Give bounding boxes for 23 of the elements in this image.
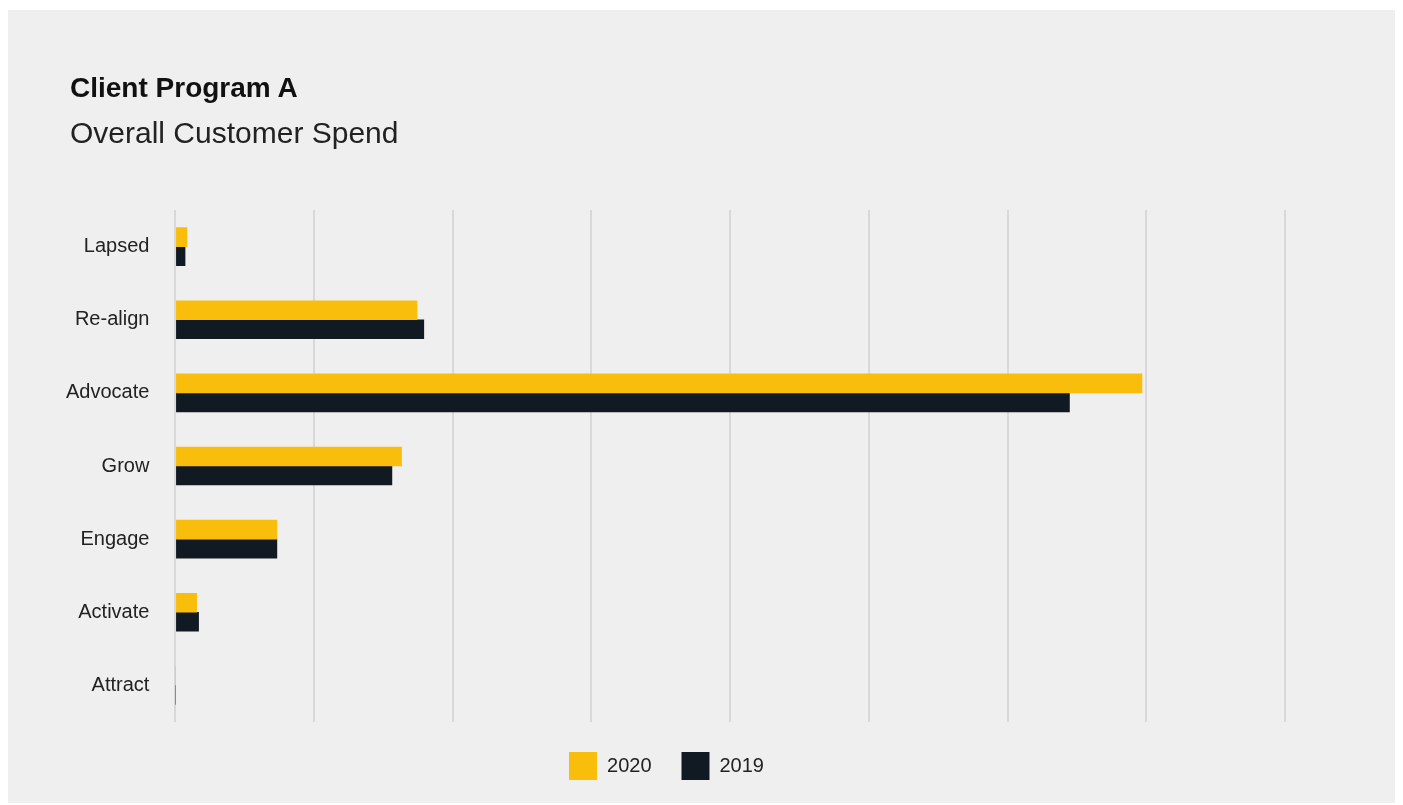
y-tick-label: Grow	[101, 453, 150, 476]
bar	[176, 300, 418, 321]
bar	[176, 538, 278, 559]
bar	[176, 319, 425, 340]
bar	[176, 446, 402, 467]
y-tick-label: Lapsed	[83, 234, 150, 257]
bar	[176, 373, 1143, 394]
bar	[176, 611, 199, 632]
y-tick-label: Re-align	[74, 307, 150, 330]
y-tick-label: Attract	[91, 672, 150, 695]
chart-title: Client Program A	[70, 72, 298, 104]
bar	[176, 227, 188, 247]
bar	[176, 465, 393, 486]
bar	[176, 519, 278, 540]
y-tick-label: Activate	[78, 599, 150, 622]
y-tick-label: Advocate	[66, 380, 150, 403]
y-tick-label: Engage	[80, 526, 150, 549]
chart-subtitle: Overall Customer Spend	[70, 116, 399, 150]
legend-label: 2020	[607, 753, 652, 776]
legend-label: 2019	[719, 753, 764, 776]
bar	[176, 392, 1070, 413]
bar	[176, 592, 197, 613]
bar	[176, 246, 186, 266]
